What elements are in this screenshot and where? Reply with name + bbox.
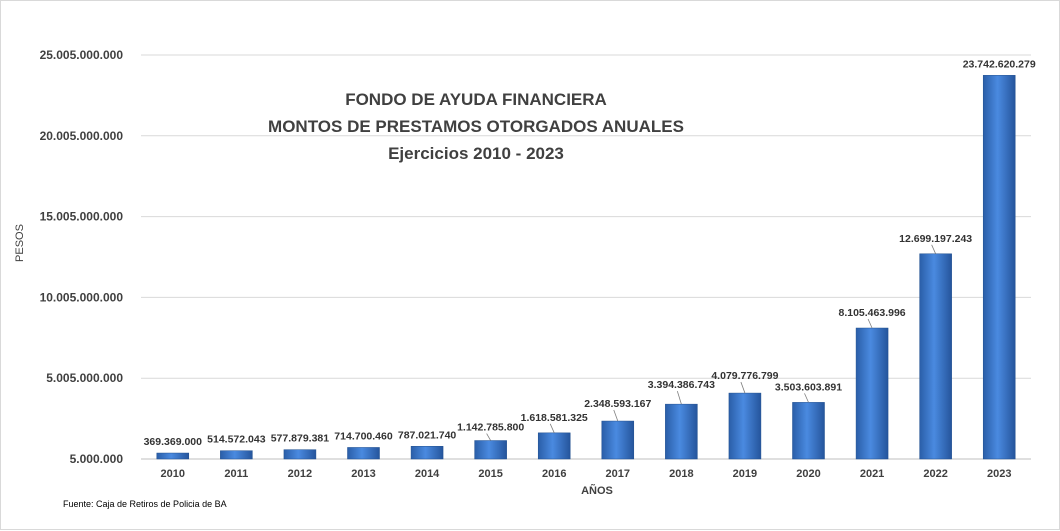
data-label-leader — [867, 318, 873, 329]
bar — [982, 75, 1016, 460]
data-label: 787.021.740 — [398, 429, 457, 441]
data-label: 12.699.197.243 — [899, 233, 972, 245]
x-tick-label: 2017 — [606, 468, 630, 480]
bar — [156, 452, 190, 460]
x-axis-title: AÑOS — [581, 484, 613, 497]
data-label: 1.618.581.325 — [521, 412, 588, 424]
source-note: Fuente: Caja de Retiros de Policia de BA — [63, 499, 227, 509]
data-label: 2.348.593.167 — [584, 398, 651, 410]
x-tick-label: 2016 — [542, 468, 566, 480]
bar — [665, 403, 698, 460]
x-tick-label: 2012 — [288, 468, 312, 480]
x-tick-label: 2021 — [860, 468, 884, 480]
bar — [728, 392, 762, 460]
data-label: 577.879.381 — [271, 433, 330, 445]
x-tick-label: 2013 — [351, 468, 375, 480]
data-label: 1.142.785.800 — [457, 422, 524, 434]
data-label-leader — [804, 393, 809, 403]
bar — [347, 447, 380, 460]
data-label-leader — [549, 423, 555, 434]
bar — [792, 402, 825, 460]
x-tick-label: 2020 — [796, 468, 820, 480]
data-label-leader — [613, 409, 619, 422]
y-tick-label: 20.005.000.000 — [40, 129, 124, 143]
x-tick-label: 2022 — [923, 468, 947, 480]
y-tick-label: 10.005.000.000 — [40, 290, 124, 304]
x-tick-label: 2015 — [478, 468, 502, 480]
x-tick-label: 2014 — [415, 468, 440, 480]
bar — [283, 449, 317, 460]
y-tick-label: 5.005.000.000 — [46, 371, 123, 385]
x-tick-label: 2023 — [987, 468, 1011, 480]
bar — [919, 253, 952, 460]
data-label: 8.105.463.996 — [838, 307, 905, 319]
chart-title-line-2: MONTOS DE PRESTAMOS OTORGADOS ANUALES — [268, 117, 684, 136]
bar — [855, 327, 889, 460]
bar — [537, 432, 571, 460]
chart-title-line-3: Ejercicios 2010 - 2023 — [388, 144, 564, 163]
y-tick-label: 25.005.000.000 — [40, 48, 124, 62]
data-label-leader — [486, 433, 491, 441]
data-label: 369.369.000 — [144, 436, 203, 448]
data-label: 23.742.620.279 — [963, 58, 1036, 70]
x-tick-label: 2010 — [161, 468, 185, 480]
data-label: 3.394.386.743 — [648, 379, 715, 391]
y-tick-label: 15.005.000.000 — [40, 210, 124, 224]
x-tick-label: 2011 — [224, 468, 248, 480]
x-tick-label: 2019 — [733, 468, 757, 480]
data-label: 714.700.460 — [334, 430, 393, 442]
data-label: 4.079.776.799 — [711, 370, 778, 382]
data-label-leader — [931, 244, 937, 254]
chart-title-line-1: FONDO DE AYUDA FINANCIERA — [345, 90, 607, 109]
data-label-leader — [740, 381, 746, 394]
y-axis-title: PESOS — [14, 224, 26, 262]
bar — [601, 420, 635, 460]
bar — [410, 446, 444, 460]
data-label: 3.503.603.891 — [775, 381, 842, 393]
y-tick-label: 5.000.000 — [70, 452, 124, 466]
bar — [220, 450, 253, 460]
data-label: 514.572.043 — [207, 434, 266, 446]
bar — [474, 440, 507, 460]
data-label-leader — [676, 391, 682, 405]
x-tick-label: 2018 — [669, 468, 693, 480]
